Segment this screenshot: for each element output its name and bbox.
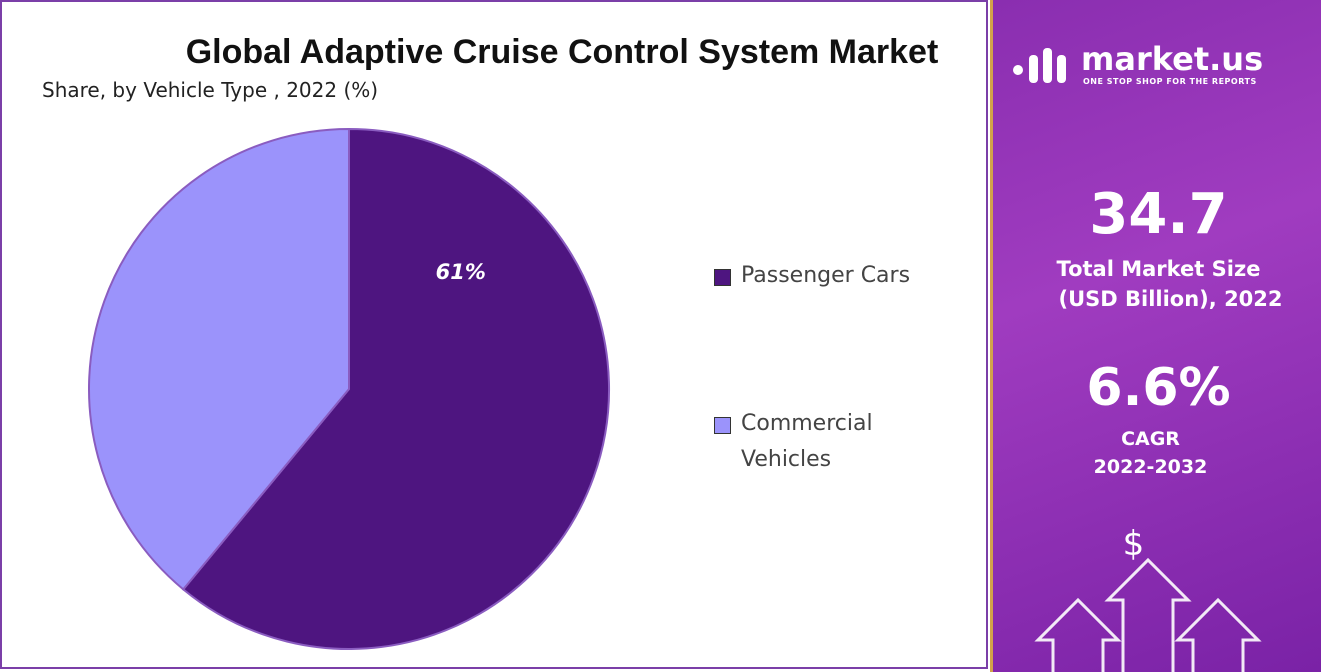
chart-subtitle: Share, by Vehicle Type , 2022 (%) [42,78,379,102]
legend-swatch [714,269,731,286]
legend-swatch [714,417,731,434]
pie-chart: 61% [88,127,610,650]
pie-slice [88,127,350,591]
decoration [1013,48,1262,672]
chart-panel: 61% Global Adaptive Cruise Control Syste… [0,0,988,669]
cagr: 6.6% [1086,358,1231,418]
info-panel: market.us ONE STOP SHOP FOR THE REPORTS … [990,0,1321,672]
chart-title: Global Adaptive Cruise Control System Ma… [185,33,939,71]
legend-label: Commercial Vehicles [741,411,873,472]
cagr-label: CAGR [1121,428,1180,450]
legend-label: Passenger Cars [741,263,911,288]
legend-item: Commercial Vehicles [714,406,954,478]
legend-item: Passenger Cars [714,258,954,294]
cagr-label: 2022-2032 [1093,456,1208,478]
market-size: 34.7 [1089,182,1228,247]
data-label: 61% [436,260,486,284]
dollar-icon: $ [1122,524,1145,564]
brand: market.us [1081,40,1264,78]
market-size-label: (USD Billion), 2022 [1058,287,1283,311]
tagline: ONE STOP SHOP FOR THE REPORTS [1083,77,1257,86]
pie-slice [181,127,610,650]
market-size-label: Total Market Size [1056,257,1261,281]
